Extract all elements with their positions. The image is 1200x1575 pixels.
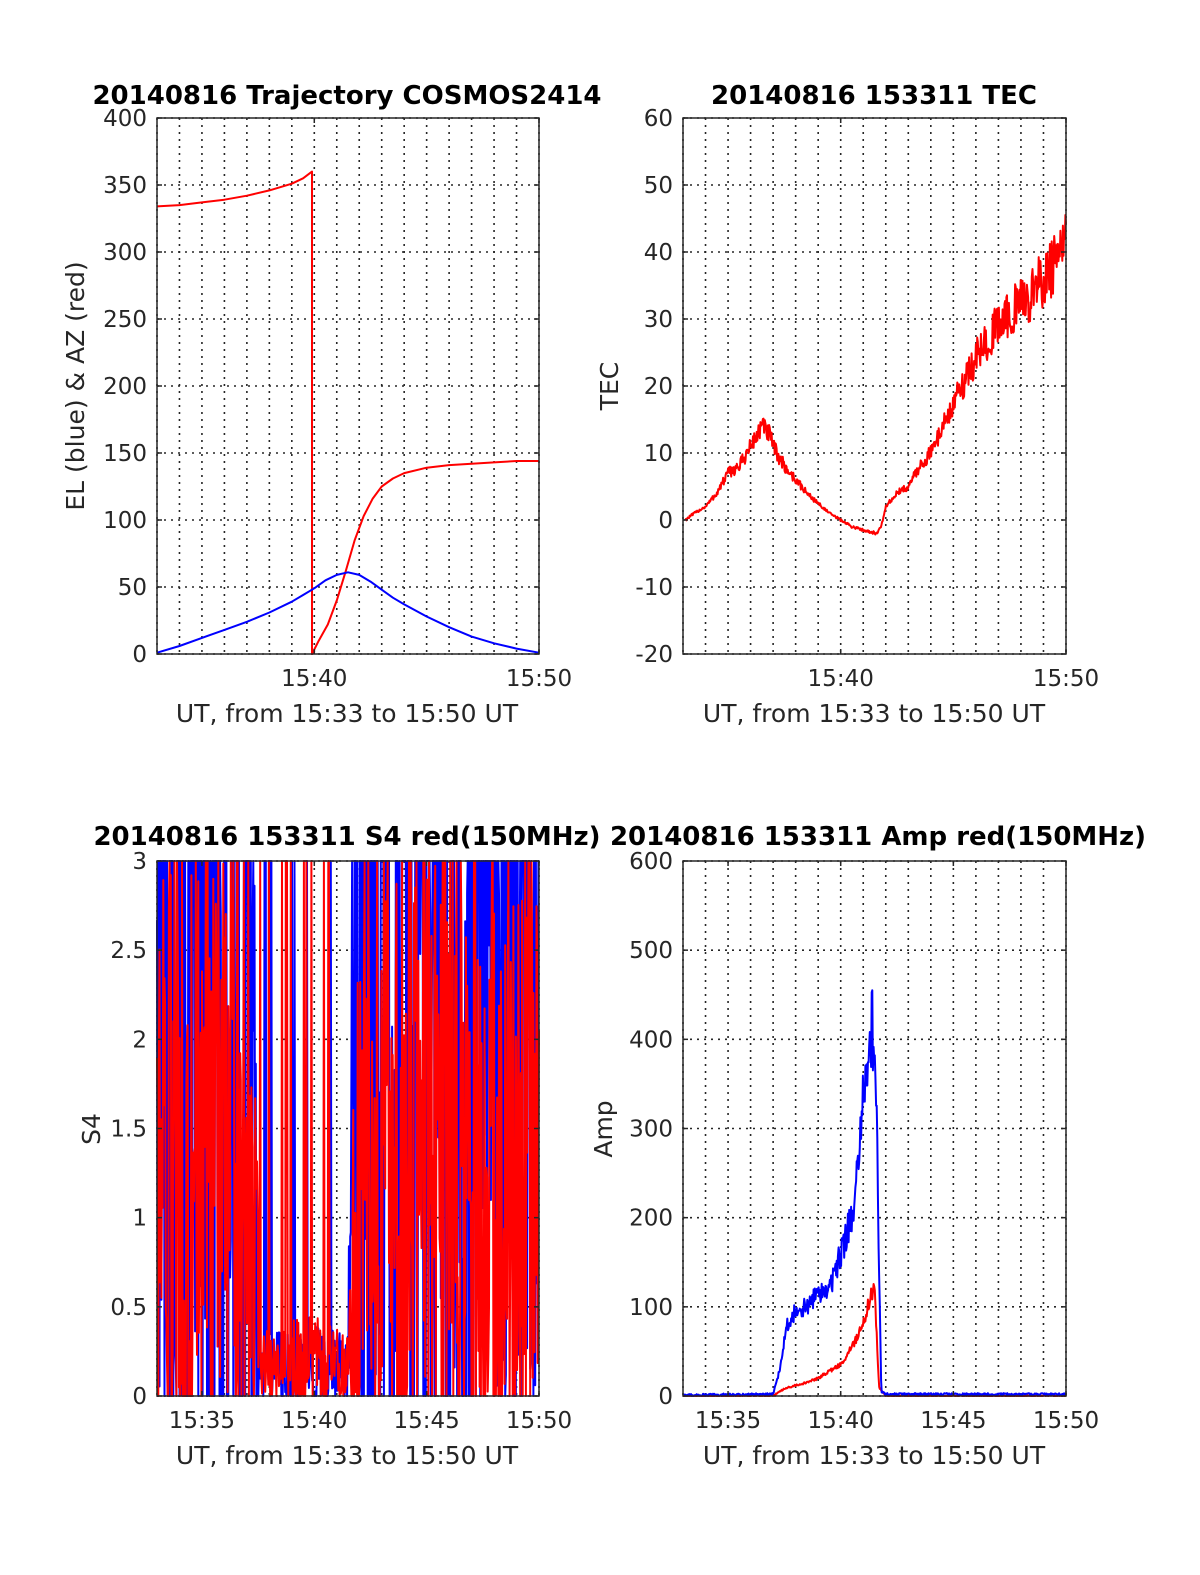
y-tick-label: 400 bbox=[629, 1027, 673, 1053]
y-tick-label: -10 bbox=[635, 575, 673, 601]
y-tick-label: 350 bbox=[103, 173, 147, 199]
y-tick-label: 300 bbox=[629, 1117, 673, 1143]
y-tick-label: 100 bbox=[103, 508, 147, 534]
y-tick-label: 150 bbox=[103, 441, 147, 467]
y-tick-label: 40 bbox=[644, 240, 673, 266]
x-tick-label: 15:50 bbox=[506, 1408, 572, 1434]
series-line-blue bbox=[156, 571, 540, 654]
x-tick-label: 15:50 bbox=[1033, 1408, 1099, 1434]
plot-lines bbox=[684, 214, 1067, 536]
series-line-red bbox=[156, 170, 539, 655]
y-tick-label: -20 bbox=[635, 642, 673, 668]
ticks: 0 100 200 300 400 500 600 15:35 15:40 15:45 15:50 bbox=[629, 849, 1099, 1434]
y-tick-label: 300 bbox=[103, 240, 147, 266]
y-tick-label: 250 bbox=[103, 307, 147, 333]
x-tick-label: 15:35 bbox=[169, 1408, 235, 1434]
y-tick-label: 0 bbox=[132, 642, 147, 668]
y-tick-label: 10 bbox=[644, 441, 673, 467]
y-tick-label: 100 bbox=[629, 1295, 673, 1321]
grid bbox=[156, 117, 540, 655]
series-line-red bbox=[684, 214, 1067, 536]
plot-lines bbox=[682, 989, 1067, 1397]
y-tick-label: 400 bbox=[103, 106, 147, 132]
y-axis-label: Amp bbox=[589, 1100, 618, 1157]
y-tick-label: 1.5 bbox=[110, 1117, 147, 1143]
x-axis-label: UT, from 15:33 to 15:50 UT bbox=[176, 699, 519, 728]
chart-tec: 20140816 153311 TEC UT, from 15:33 to 15… bbox=[595, 81, 1099, 728]
y-tick-label: 60 bbox=[644, 106, 673, 132]
chart-amp: 20140816 153311 Amp red(150MHz) UT, from… bbox=[589, 822, 1146, 1470]
plot-lines bbox=[156, 860, 540, 1397]
chart-title: 20140816 Trajectory COSMOS2414 bbox=[92, 81, 601, 111]
y-axis-label: S4 bbox=[77, 1113, 106, 1145]
series-line-blue bbox=[682, 989, 1067, 1397]
chart-title: 20140816 153311 TEC bbox=[711, 81, 1037, 111]
x-tick-label: 15:40 bbox=[281, 666, 347, 692]
x-tick-label: 15:40 bbox=[808, 1408, 874, 1434]
x-tick-label: 15:50 bbox=[506, 666, 572, 692]
ticks: -20 -10 0 10 20 30 40 50 60 15:40 15:50 bbox=[635, 106, 1099, 692]
chart-trajectory: 20140816 Trajectory COSMOS2414 UT, from … bbox=[61, 81, 602, 728]
y-tick-label: 0.5 bbox=[110, 1295, 147, 1321]
y-tick-label: 0 bbox=[658, 1384, 673, 1410]
x-axis-label: UT, from 15:33 to 15:50 UT bbox=[703, 1441, 1046, 1470]
grid bbox=[682, 117, 1067, 655]
chart-title: 20140816 153311 S4 red(150MHz) bbox=[93, 822, 600, 852]
x-tick-label: 15:40 bbox=[281, 1408, 347, 1434]
chart-title: 20140816 153311 Amp red(150MHz) bbox=[610, 822, 1146, 852]
ticks: 0 50 100 150 200 250 300 350 400 15:40 15:50 bbox=[103, 106, 572, 692]
plot-lines bbox=[156, 170, 540, 655]
y-tick-label: 600 bbox=[629, 849, 673, 875]
y-tick-label: 0 bbox=[658, 508, 673, 534]
y-tick-label: 2 bbox=[132, 1027, 147, 1053]
y-tick-label: 3 bbox=[132, 849, 147, 875]
y-tick-label: 200 bbox=[103, 374, 147, 400]
x-axis-label: UT, from 15:33 to 15:50 UT bbox=[176, 1441, 519, 1470]
x-tick-label: 15:45 bbox=[920, 1408, 986, 1434]
y-tick-label: 2.5 bbox=[110, 938, 147, 964]
y-axis-label: TEC bbox=[595, 362, 624, 412]
x-tick-label: 15:45 bbox=[393, 1408, 459, 1434]
ticks: 0 0.5 1 1.5 2 2.5 3 15:35 15:40 15:45 15:50 bbox=[110, 849, 572, 1434]
grid bbox=[682, 860, 1067, 1397]
x-axis-label: UT, from 15:33 to 15:50 UT bbox=[703, 699, 1046, 728]
y-tick-label: 50 bbox=[118, 575, 147, 601]
y-axis-label: EL (blue) & AZ (red) bbox=[61, 261, 90, 510]
x-tick-label: 15:40 bbox=[808, 666, 874, 692]
y-tick-label: 20 bbox=[644, 374, 673, 400]
x-tick-label: 15:35 bbox=[695, 1408, 761, 1434]
series-line-red bbox=[156, 860, 540, 1397]
y-tick-label: 500 bbox=[629, 938, 673, 964]
y-tick-label: 200 bbox=[629, 1206, 673, 1232]
y-tick-label: 30 bbox=[644, 307, 673, 333]
x-tick-label: 15:50 bbox=[1033, 666, 1099, 692]
y-tick-label: 1 bbox=[132, 1206, 147, 1232]
y-tick-label: 0 bbox=[132, 1384, 147, 1410]
series-line-red bbox=[682, 1283, 1067, 1397]
y-tick-label: 50 bbox=[644, 173, 673, 199]
chart-s4: 20140816 153311 S4 red(150MHz) UT, from … bbox=[77, 822, 601, 1470]
